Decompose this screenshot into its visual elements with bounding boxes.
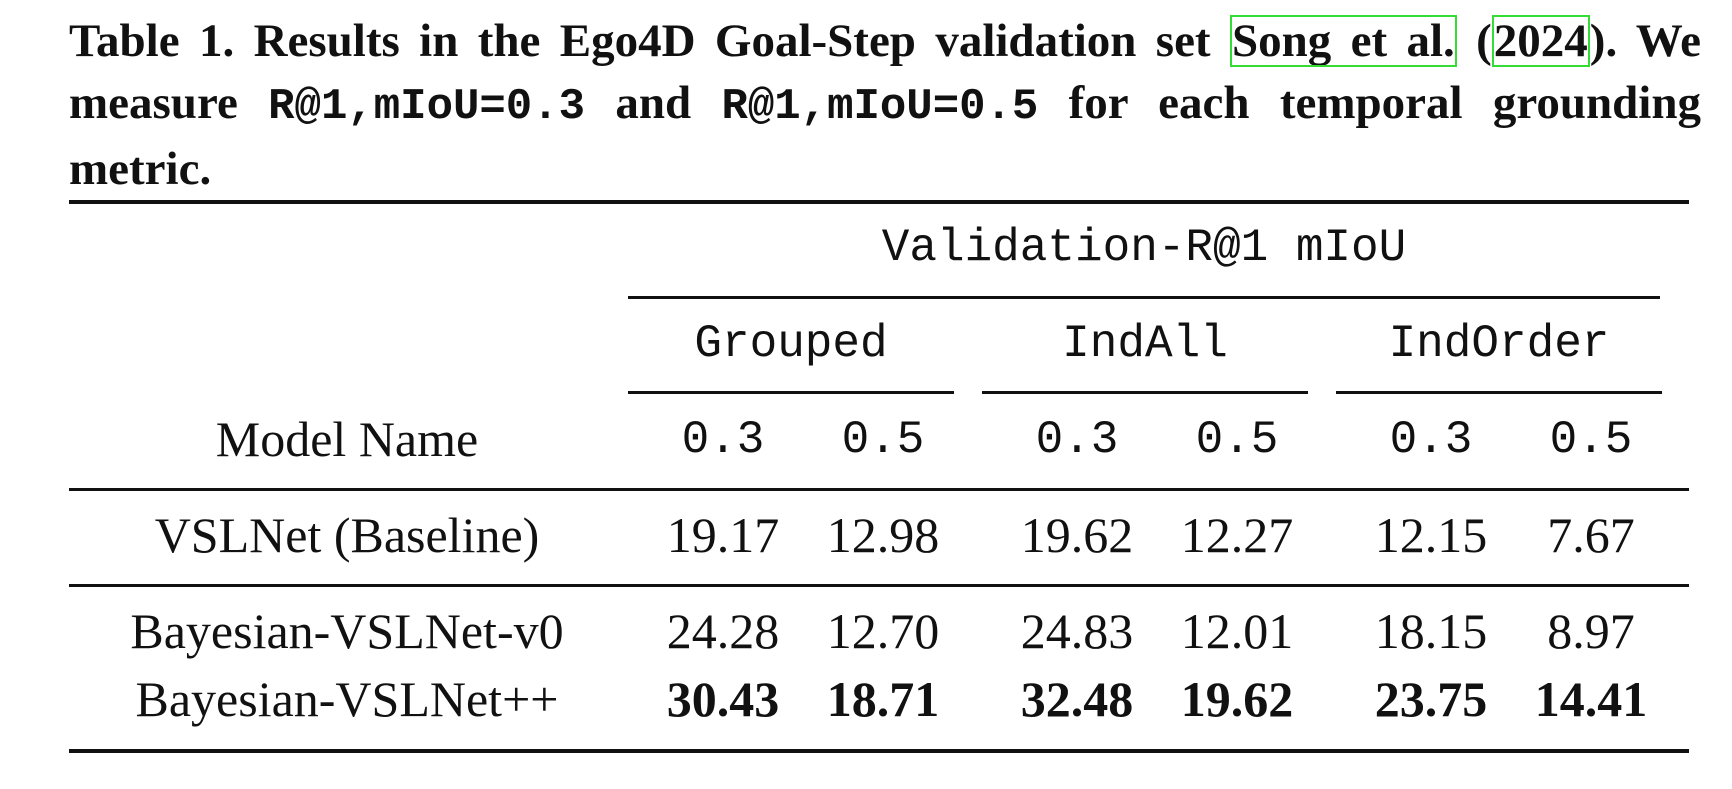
row-plusplus-cell: 32.48	[1020, 671, 1134, 727]
table-top-rule	[69, 200, 1689, 204]
row-plusplus-cell: 18.71	[826, 671, 940, 727]
row-v0-cell: 18.15	[1374, 603, 1488, 659]
group-rule-grouped	[628, 391, 954, 394]
threshold-indorder-05: 0.5	[1549, 414, 1633, 466]
row-plusplus-cell: 23.75	[1374, 671, 1488, 727]
threshold-grouped-03: 0.3	[681, 414, 765, 466]
row-v0-cell: 12.70	[826, 603, 940, 659]
row-baseline-cell: 19.17	[666, 507, 780, 563]
row-baseline-cell: 12.15	[1374, 507, 1488, 563]
citation-author-link[interactable]: Song et al.	[1229, 15, 1457, 67]
group-header-indorder: IndOrder	[1388, 318, 1610, 370]
row-plusplus-cell: 19.62	[1180, 671, 1294, 727]
group-header-grouped: Grouped	[694, 318, 888, 370]
metric-label-1: R@1,mIoU=0.3	[268, 82, 586, 132]
threshold-indorder-03: 0.3	[1389, 414, 1473, 466]
row-plusplus-name: Bayesian-VSLNet++	[135, 671, 559, 727]
table-bottom-rule	[69, 749, 1689, 753]
threshold-indall-05: 0.5	[1195, 414, 1279, 466]
group-header-indall: IndAll	[1062, 318, 1228, 370]
table-caption: Table 1. Results in the Ego4D Goal-Step …	[69, 15, 1701, 195]
row-baseline-name: VSLNet (Baseline)	[154, 507, 540, 563]
row-baseline-cell: 7.67	[1547, 507, 1635, 563]
row-plusplus-cell: 30.43	[666, 671, 780, 727]
row-baseline-cell: 19.62	[1020, 507, 1134, 563]
model-name-header: Model Name	[215, 411, 479, 467]
row-plusplus-cell: 14.41	[1534, 671, 1648, 727]
super-header: Validation-R@1 mIoU	[881, 222, 1407, 274]
row-v0-cell: 24.28	[666, 603, 780, 659]
baseline-bottom-rule	[69, 584, 1689, 587]
group-rule-indorder	[1336, 391, 1662, 394]
group-rule-indall	[982, 391, 1308, 394]
header-bottom-rule	[69, 488, 1689, 491]
row-v0-cell: 8.97	[1547, 603, 1635, 659]
metric-label-2: R@1,mIoU=0.5	[721, 82, 1039, 132]
row-v0-cell: 12.01	[1180, 603, 1294, 659]
super-header-rule	[628, 296, 1660, 299]
threshold-grouped-05: 0.5	[841, 414, 925, 466]
row-v0-name: Bayesian-VSLNet-v0	[130, 603, 564, 659]
row-baseline-cell: 12.27	[1180, 507, 1294, 563]
citation-year-link[interactable]: 2024	[1491, 15, 1590, 67]
row-baseline-cell: 12.98	[826, 507, 940, 563]
threshold-indall-03: 0.3	[1035, 414, 1119, 466]
row-v0-cell: 24.83	[1020, 603, 1134, 659]
